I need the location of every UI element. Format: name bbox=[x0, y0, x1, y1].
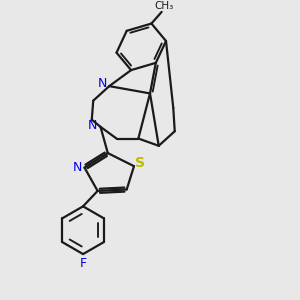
Text: CH₃: CH₃ bbox=[154, 1, 173, 11]
Text: F: F bbox=[80, 257, 87, 270]
Text: S: S bbox=[135, 156, 146, 170]
Text: N: N bbox=[73, 161, 82, 174]
Text: N: N bbox=[97, 77, 107, 90]
Text: N: N bbox=[88, 119, 97, 132]
